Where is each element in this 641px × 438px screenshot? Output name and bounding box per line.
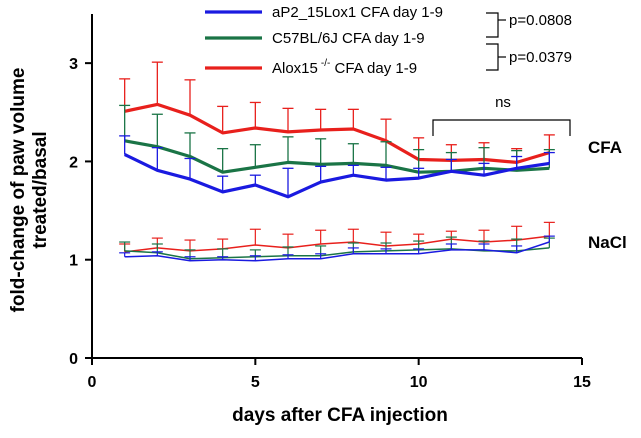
alox15-nacl-series	[119, 221, 555, 253]
alox15-cfa-line	[124, 102, 550, 164]
p1-bracket	[486, 12, 499, 38]
ns-label: ns	[495, 94, 511, 111]
ap2-cfa-line	[124, 153, 550, 199]
axes	[91, 14, 582, 359]
axis-ticks: 0 5 10 15 0 1 2 3	[69, 56, 591, 391]
ap2-nacl-series	[119, 235, 555, 262]
legend-label-ap2: aP2_15Lox1 CFA day 1-9	[272, 4, 443, 21]
legend: aP2_15Lox1 CFA day 1-9 C57BL/6J CFA day 1…	[205, 4, 443, 77]
series-layer	[119, 61, 555, 262]
ap2-nacl-line	[124, 241, 550, 262]
p2-bracket	[486, 43, 499, 71]
c57-cfa-line	[124, 139, 550, 174]
ns-bracket-group: ns	[432, 94, 571, 136]
cfa-group-label: CFA	[588, 138, 622, 157]
p1-label: p=0.0808	[509, 12, 572, 29]
alox15-cfa-series	[119, 61, 555, 164]
nacl-group-label: NaCl	[588, 233, 627, 252]
legend-label-alox15: Alox15 -/- CFA day 1-9	[272, 58, 417, 77]
ap2-cfa-series	[119, 135, 555, 199]
y-tick-label-0: 0	[69, 351, 78, 368]
c57-cfa-series	[119, 104, 555, 174]
x-axis-title: days after CFA injection	[232, 405, 448, 426]
y-tick-label-1: 1	[69, 253, 78, 270]
legend-label-c57: C57BL/6J CFA day 1-9	[272, 30, 425, 47]
p2-label: p=0.0379	[509, 49, 572, 66]
y-axis-title-line2: treated/basal	[30, 131, 51, 248]
y-axis-title-line1: fold-change of paw volume	[8, 68, 29, 313]
y-tick-label-3: 3	[69, 56, 78, 73]
x-tick-label-10: 10	[410, 374, 428, 391]
x-tick-label-15: 15	[573, 374, 591, 391]
p-value-brackets: p=0.0808 p=0.0379	[486, 12, 572, 71]
x-tick-label-5: 5	[251, 374, 260, 391]
y-tick-label-2: 2	[69, 154, 78, 171]
ns-bracket	[432, 119, 571, 136]
x-tick-label-0: 0	[88, 374, 97, 391]
